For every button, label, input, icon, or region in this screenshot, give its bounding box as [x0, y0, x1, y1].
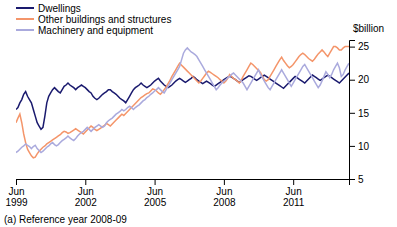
x-tick-label-line: Jun [147, 186, 163, 197]
y-tick: 25 [349, 41, 370, 52]
legend-item: Other buildings and structures [16, 14, 171, 25]
x-tick-label: Jun2008 [213, 186, 236, 208]
y-tick-label: 15 [358, 108, 370, 119]
x-tick: Jun2005 [144, 179, 167, 208]
y-tick: 15 [349, 108, 370, 119]
x-tick-label-line: Jun [8, 186, 24, 197]
series-line [16, 47, 349, 158]
legend-swatch [16, 18, 34, 20]
x-tick-mark [224, 179, 225, 185]
y-tick: 10 [349, 141, 370, 152]
x-tick-mark [16, 179, 17, 185]
legend-item: Dwellings [16, 3, 81, 14]
y-tick-mark [349, 80, 355, 81]
x-axis-line [17, 180, 350, 186]
x-tick-mark [85, 179, 86, 185]
x-tick: Jun1999 [5, 179, 28, 208]
plot-area [16, 47, 349, 158]
x-tick-label-line: 2005 [144, 197, 167, 208]
x-tick-label-line: Jun [286, 186, 302, 197]
x-tick-label: Jun2011 [283, 186, 305, 208]
x-tick-label-line: Jun [216, 186, 232, 197]
chart: 510152025Jun1999Jun2002Jun2005Jun2008Jun… [0, 0, 397, 227]
y-tick-mark [349, 146, 355, 147]
x-tick-label-line: 1999 [5, 197, 28, 208]
y-tick-label: 5 [358, 174, 364, 185]
legend: DwellingsOther buildings and structuresM… [16, 3, 171, 36]
x-tick-label-line: Jun [78, 186, 94, 197]
y-tick: 5 [349, 174, 364, 185]
x-tick: Jun2008 [213, 179, 236, 208]
y-tick: 20 [349, 74, 370, 85]
y-tick-mark [349, 113, 355, 114]
x-tick-mark [293, 179, 294, 185]
x-tick-label: Jun2005 [144, 186, 167, 208]
legend-item: Machinery and equipment [16, 25, 153, 36]
y-tick-mark [349, 47, 355, 48]
series-line [16, 48, 349, 153]
legend-swatch [16, 29, 34, 31]
x-tick-label: Jun2002 [75, 186, 98, 208]
series-line [16, 73, 349, 129]
y-axis: 5 10 15 20 25 [349, 41, 370, 185]
footnote: (a) Reference year 2008-09 [4, 214, 127, 225]
x-axis: Jun1999Jun2002Jun2005Jun2008Jun2011 [5, 179, 349, 208]
legend-swatch [16, 7, 34, 9]
y-axis-label: $billion [353, 23, 384, 34]
legend-label: Machinery and equipment [38, 25, 153, 36]
x-tick-label-line: 2008 [213, 197, 236, 208]
y-tick-label: 20 [358, 74, 370, 85]
legend-label: Dwellings [38, 3, 81, 14]
x-tick: Jun2002 [75, 179, 98, 208]
x-tick-label: Jun1999 [5, 186, 28, 208]
x-tick-mark [155, 179, 156, 185]
x-tick-label-line: 2002 [75, 197, 98, 208]
x-tick: Jun2011 [283, 179, 305, 208]
x-tick-label-line: 2011 [283, 197, 305, 208]
y-tick-label: 10 [358, 141, 370, 152]
y-tick-label: 25 [358, 41, 370, 52]
legend-label: Other buildings and structures [38, 14, 171, 25]
y-axis-line [350, 41, 356, 180]
